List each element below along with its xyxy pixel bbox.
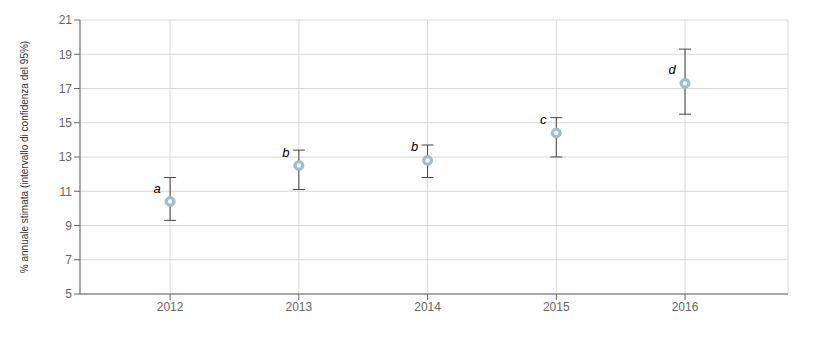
svg-text:9: 9	[65, 219, 72, 233]
svg-text:b: b	[282, 145, 289, 160]
svg-text:7: 7	[65, 253, 72, 267]
svg-text:13: 13	[59, 150, 73, 164]
svg-text:d: d	[668, 62, 676, 77]
svg-text:2014: 2014	[414, 300, 441, 314]
svg-text:19: 19	[59, 48, 73, 62]
svg-text:2015: 2015	[543, 300, 570, 314]
svg-text:11: 11	[60, 185, 73, 199]
svg-text:a: a	[153, 181, 160, 196]
svg-text:2013: 2013	[285, 300, 312, 314]
svg-text:b: b	[411, 139, 418, 154]
svg-text:2012: 2012	[157, 300, 184, 314]
svg-text:17: 17	[59, 82, 73, 96]
svg-text:c: c	[540, 112, 547, 127]
svg-text:5: 5	[65, 287, 72, 301]
svg-text:21: 21	[59, 13, 73, 27]
svg-text:2016: 2016	[672, 300, 699, 314]
svg-text:% annuale stimata (intervallo: % annuale stimata (intervallo di confide…	[19, 41, 30, 273]
svg-text:15: 15	[59, 116, 73, 130]
